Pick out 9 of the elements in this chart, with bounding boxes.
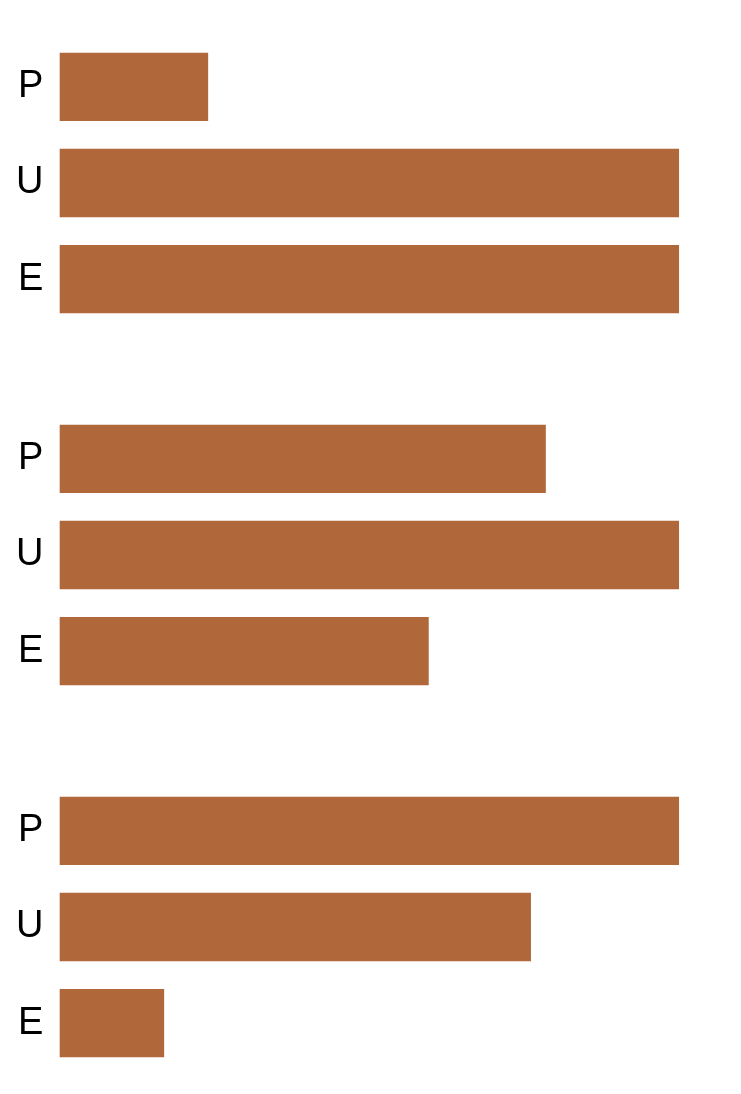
y-tick-label: U [15, 159, 44, 202]
y-tick-label: P [18, 63, 44, 106]
y-tick-label: E [18, 999, 44, 1042]
y-tick-label: U [15, 903, 44, 946]
y-tick-label: E [18, 255, 44, 298]
y-tick-label: U [15, 531, 44, 574]
y-tick-label: E [18, 627, 44, 670]
y-tick-label: P [18, 435, 44, 478]
y-tick-label: P [18, 807, 44, 850]
